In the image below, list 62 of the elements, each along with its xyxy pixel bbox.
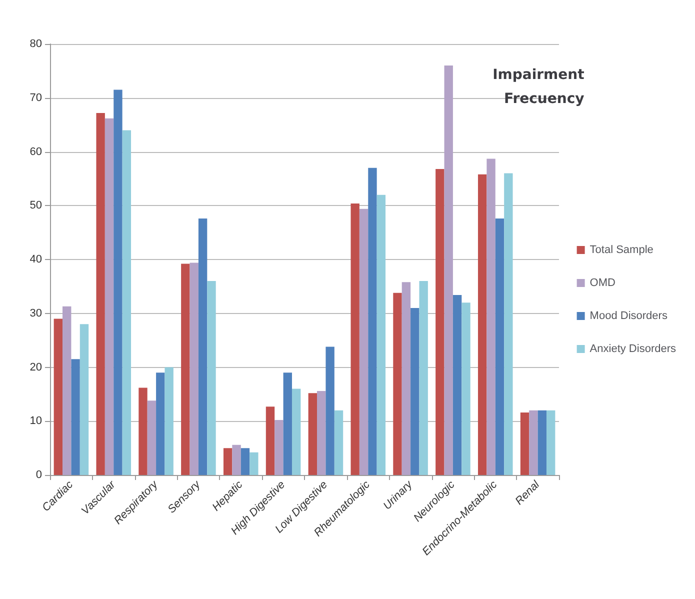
bar: [376, 194, 386, 475]
bar: [436, 168, 444, 475]
bar: [444, 66, 453, 475]
bar: [350, 203, 360, 475]
bar: [181, 264, 190, 475]
bar: [452, 295, 462, 475]
bar: [478, 174, 487, 475]
bar: [198, 218, 208, 475]
bar: [504, 173, 513, 475]
bar: [138, 388, 148, 475]
legend-label: OMD: [590, 277, 616, 289]
bar: [232, 444, 241, 475]
bar: [114, 90, 122, 475]
y-tick-label: 50: [30, 200, 42, 212]
y-tick-label: 40: [30, 254, 42, 266]
bar: [156, 372, 165, 475]
bar: [402, 282, 411, 475]
y-tick-label: 30: [30, 307, 42, 320]
bar: [486, 158, 496, 475]
bar: [274, 420, 284, 475]
y-tick-label: 10: [30, 415, 42, 428]
y-tick-label: 0: [36, 469, 42, 481]
bar: [283, 372, 292, 475]
bar: [240, 448, 250, 475]
y-tick-label: 60: [30, 146, 42, 158]
y-tick-label: 80: [30, 38, 42, 50]
bar: [419, 281, 428, 475]
bar: [207, 281, 216, 475]
bar: [317, 390, 326, 475]
legend-label: Mood Disorders: [590, 310, 668, 322]
bar: [147, 400, 156, 475]
bar: [308, 393, 318, 475]
bar: [122, 130, 132, 475]
bar: [164, 367, 174, 475]
y-tick-label: 20: [30, 361, 42, 374]
bar: [520, 412, 530, 475]
legend-label: Anxiety Disorders: [590, 343, 676, 355]
bar: [80, 324, 89, 475]
bar: [393, 292, 402, 475]
bar: [223, 448, 232, 475]
bar: [529, 410, 538, 475]
bar: [410, 308, 420, 475]
bar: [250, 452, 258, 475]
text: Impairment Frecuency: [492, 67, 585, 107]
bar: [359, 208, 368, 475]
bar: [546, 410, 556, 475]
bar: [104, 118, 114, 475]
bar: [495, 218, 504, 475]
y-tick-label: 70: [30, 92, 42, 104]
bar: [292, 388, 301, 475]
bar: [368, 168, 377, 475]
bar: [462, 302, 470, 475]
bar: [62, 306, 72, 475]
bar: [96, 112, 105, 475]
bar: [326, 346, 334, 475]
bar: [190, 262, 198, 475]
bar: [71, 359, 80, 475]
bar: [266, 406, 275, 475]
bar: [334, 410, 344, 475]
bar: [538, 410, 546, 475]
bar: [54, 318, 63, 475]
legend-label: Total Sample: [590, 244, 654, 256]
